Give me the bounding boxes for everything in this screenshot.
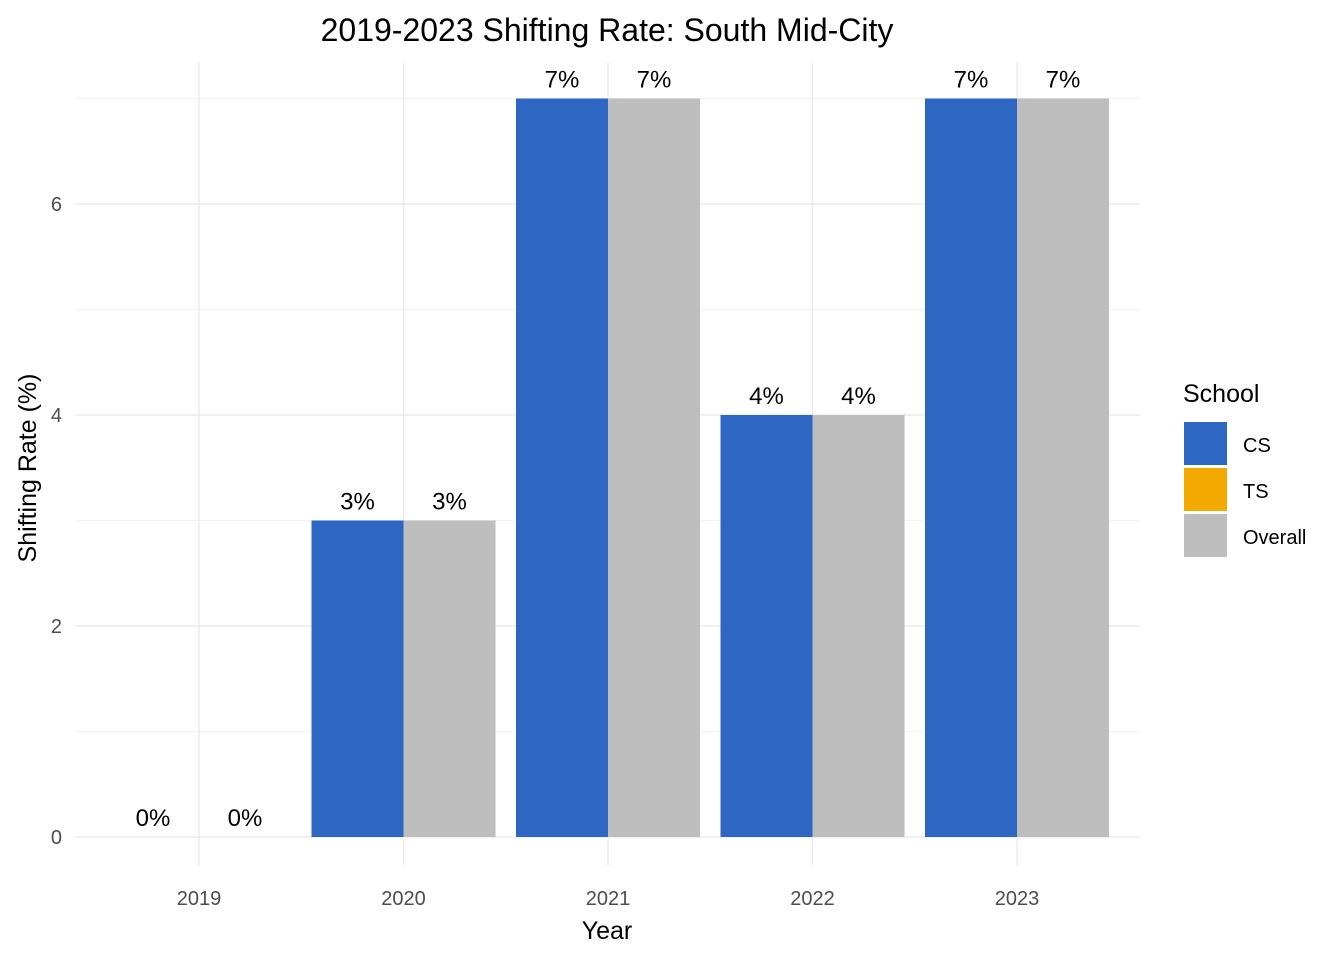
bars — [311, 98, 1109, 837]
bar-cs-2022 — [720, 415, 813, 837]
y-axis-ticks: 0 2 4 6 — [51, 194, 62, 849]
legend-title: School — [1183, 380, 1259, 408]
y-tick-label: 0 — [51, 827, 62, 849]
bar-cs-2020 — [311, 520, 404, 837]
bar-overall-2020 — [403, 520, 496, 837]
x-axis-title: Year — [582, 917, 633, 945]
legend-swatch-overall — [1184, 514, 1227, 557]
x-tick-label: 2023 — [995, 888, 1040, 910]
x-tick-label: 2019 — [177, 888, 222, 910]
x-tick-label: 2022 — [790, 888, 835, 910]
data-label-cs-2019: 0% — [136, 805, 171, 832]
bar-overall-2022 — [812, 415, 905, 837]
data-label-overall-2022: 4% — [841, 383, 876, 410]
legend-label-ts: TS — [1243, 481, 1269, 503]
bar-overall-2021 — [608, 98, 700, 837]
bar-cs-2023 — [925, 98, 1017, 837]
data-label-overall-2023: 7% — [1046, 67, 1081, 94]
y-axis-title: Shifting Rate (%) — [14, 374, 42, 563]
x-axis-ticks: 2019 2020 2021 2022 2023 — [177, 888, 1040, 910]
data-label-cs-2021: 7% — [545, 67, 580, 94]
data-label-cs-2023: 7% — [954, 67, 989, 94]
data-label-overall-2020: 3% — [432, 489, 467, 516]
y-tick-label: 4 — [51, 405, 62, 427]
bar-overall-2023 — [1017, 98, 1109, 837]
legend-label-cs: CS — [1243, 435, 1271, 457]
y-tick-label: 2 — [51, 616, 62, 638]
data-label-cs-2020: 3% — [340, 489, 375, 516]
legend-swatch-ts — [1184, 468, 1227, 511]
data-labels: 0% 3% 7% 4% 7% 0% 3% 7% 4% 7% — [136, 67, 1081, 833]
chart-title: 2019-2023 Shifting Rate: South Mid-City — [321, 12, 894, 48]
legend-label-overall: Overall — [1243, 527, 1306, 549]
x-tick-label: 2021 — [586, 888, 631, 910]
data-label-overall-2021: 7% — [637, 67, 672, 94]
legend: School CS TS Overall — [1183, 380, 1306, 557]
legend-swatch-cs — [1184, 422, 1227, 465]
x-tick-label: 2020 — [381, 888, 426, 910]
data-label-overall-2019: 0% — [228, 805, 263, 832]
bar-cs-2021 — [516, 98, 608, 837]
y-tick-label: 6 — [51, 194, 62, 216]
data-label-cs-2022: 4% — [749, 383, 784, 410]
